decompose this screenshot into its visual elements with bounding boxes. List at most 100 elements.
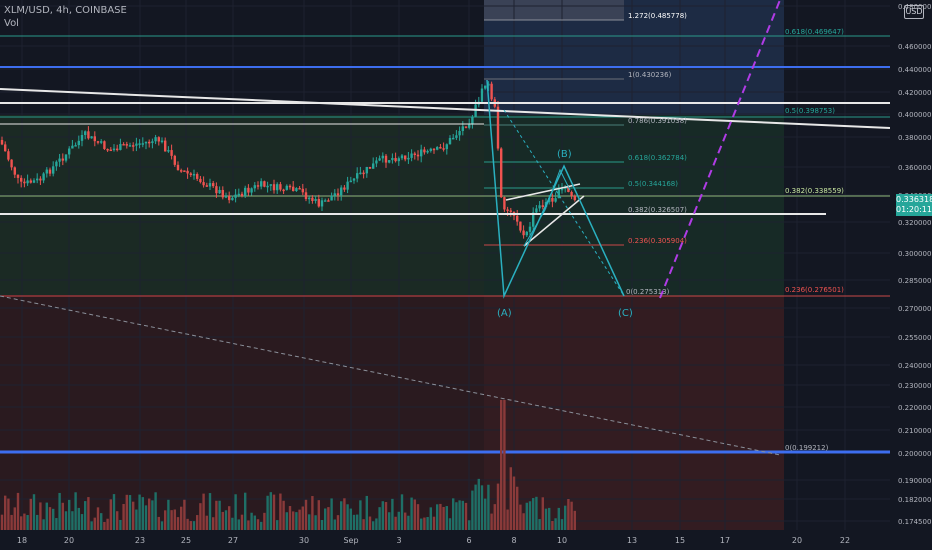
- fib-label: 0.5(0.344168): [628, 180, 678, 188]
- volume-bar: [349, 508, 352, 530]
- volume-bar: [272, 494, 276, 530]
- volume-bar: [279, 493, 282, 530]
- volume-bar: [461, 500, 464, 530]
- volume-bar: [551, 520, 554, 530]
- volume-bar: [176, 517, 180, 530]
- volume-bar: [74, 492, 77, 530]
- volume-bar: [276, 520, 279, 530]
- candle-body: [205, 185, 208, 187]
- fib-label: 0.236(0.305904): [628, 237, 687, 245]
- fib-labels-outer: 0.618(0.469647) 0.5(0.398753) 0.382(0.33…: [785, 28, 844, 452]
- dotted-retrace-line: [503, 109, 625, 297]
- volume-bar: [32, 494, 36, 530]
- fib-label: 1(0.430236): [628, 71, 672, 79]
- volume-bar: [400, 494, 404, 530]
- candle-body: [260, 181, 263, 187]
- fib-label: 0.382(0.326507): [628, 206, 687, 214]
- y-tick-label: 0.400000: [898, 111, 931, 119]
- candle-body: [112, 148, 116, 151]
- candle-body: [240, 193, 244, 196]
- volume-bar: [231, 517, 234, 530]
- volume-bar: [208, 493, 212, 530]
- candle-body: [503, 197, 506, 210]
- volume-bar: [256, 519, 260, 530]
- volume-bar: [407, 515, 410, 530]
- candle-body: [208, 183, 212, 187]
- candle-body: [151, 141, 154, 144]
- candle-body: [292, 186, 295, 192]
- volume-bar: [378, 507, 381, 530]
- volume-bar: [320, 519, 324, 530]
- candle-body: [55, 161, 58, 167]
- candle-body: [135, 143, 138, 146]
- y-tick-label: 0.480000: [898, 3, 931, 11]
- candle-body: [496, 106, 500, 149]
- candle-body: [519, 221, 522, 231]
- candle-body: [61, 158, 64, 161]
- volume-bar: [528, 501, 532, 530]
- candle-body: [141, 143, 144, 145]
- volume-bar: [48, 507, 52, 530]
- candle-body: [48, 169, 52, 174]
- volume-bar: [480, 485, 484, 530]
- wedge-lines[interactable]: [505, 183, 585, 247]
- volume-bar: [464, 502, 468, 530]
- candle-body: [170, 150, 173, 156]
- volume-bar: [535, 496, 538, 530]
- volume-bar: [522, 513, 525, 530]
- volume-indicator-label[interactable]: Vol: [4, 18, 19, 29]
- candle-body: [186, 170, 189, 174]
- candle-body: [455, 135, 458, 138]
- candle-body: [468, 124, 471, 128]
- fib-label: 0.786(0.391038): [628, 117, 687, 125]
- volume-bar: [154, 492, 157, 530]
- candle-body: [480, 88, 484, 102]
- x-axis-panel[interactable]: [0, 530, 932, 550]
- volume-bar: [567, 498, 570, 530]
- candle-body: [228, 196, 231, 201]
- volume-bar: [215, 500, 218, 530]
- y-axis-labels: 0.480000 0.460000 0.440000 0.420000 0.400000…: [898, 3, 931, 526]
- candle-body: [45, 169, 48, 174]
- candle-body: [432, 148, 436, 151]
- volume-bar: [39, 502, 42, 530]
- volume-bar: [375, 518, 378, 530]
- volume-bar: [128, 495, 132, 530]
- y-axis-panel[interactable]: [890, 0, 932, 550]
- candle-body: [359, 172, 362, 175]
- volume-bar: [333, 519, 336, 530]
- candle-body: [218, 189, 221, 194]
- fib-labels-inner: 1.272(0.485778) 1(0.430236) 0.786(0.3910…: [626, 12, 687, 296]
- volume-bar: [23, 513, 26, 530]
- y-tick-label: 0.255000: [898, 334, 931, 342]
- y-tick-label: 0.320000: [898, 219, 931, 227]
- abc-wave-path[interactable]: [486, 79, 625, 299]
- candle-body: [237, 193, 240, 196]
- candle-body: [532, 212, 535, 227]
- volume-bar: [490, 513, 493, 530]
- currency-button[interactable]: USD: [904, 5, 924, 19]
- candle-body: [320, 200, 324, 207]
- candle-body: [109, 149, 112, 152]
- symbol-title[interactable]: XLM/USD, 4h, COINBASE: [4, 5, 127, 16]
- candle-body: [87, 131, 90, 139]
- volume-bar: [170, 510, 173, 530]
- trend-lines[interactable]: [0, 88, 891, 215]
- volume-bar: [532, 498, 535, 530]
- candle-body: [250, 188, 253, 193]
- volume-bar: [404, 512, 407, 530]
- volume-bar: [61, 502, 64, 530]
- candle-body: [269, 184, 272, 186]
- volume-bar: [384, 502, 388, 530]
- candle-body: [29, 180, 32, 183]
- x-tick-label: 23: [135, 536, 145, 545]
- volume-bar: [304, 499, 308, 530]
- current-price-label: 0.336318 01:20:11: [896, 194, 932, 216]
- x-tick-label: 27: [228, 536, 238, 545]
- volume-bar: [148, 498, 151, 530]
- volume-bar: [84, 501, 87, 530]
- volume-bar: [16, 492, 20, 530]
- fib-label: 0(0.275313): [626, 288, 670, 296]
- purple-projection-line: [659, 0, 781, 299]
